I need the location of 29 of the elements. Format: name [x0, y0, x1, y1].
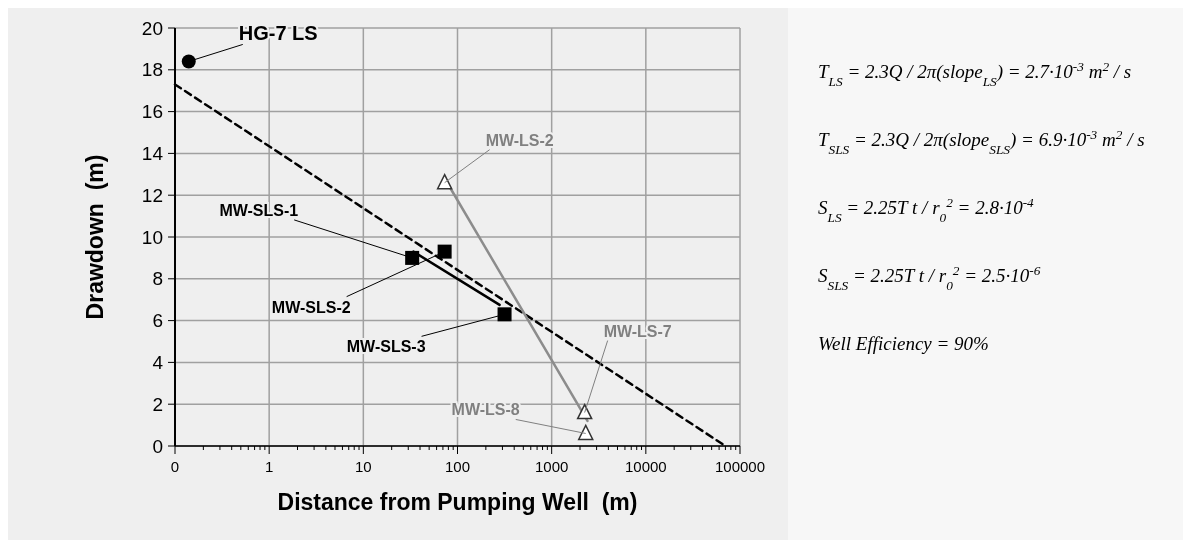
text: S$_{SLS}$ = 2.25T t / r$_{0}$$^{2}$ = 2.5·10$^{-6}$: [818, 262, 1041, 293]
x-tick-label: 0: [170, 458, 180, 475]
y-tick-label: 4: [152, 352, 164, 374]
x-axis-title: Distance from Pumping Well (m): [277, 489, 638, 515]
y-tick-label: 12: [141, 184, 163, 206]
y-tick-label: 16: [141, 101, 163, 123]
y-tick-label: 10: [141, 226, 163, 248]
x-tick-label: 10000: [624, 458, 667, 475]
y-tick-label: 6: [152, 310, 163, 332]
text: T$_{SLS}$ = 2.3Q / 2π(slope$_{SLS}$) = 6.9·10$^{-3}$ m$^{2}$ / s: [818, 126, 1145, 157]
x-tick-label: 1: [264, 458, 274, 475]
y-tick-label: 18: [141, 59, 163, 81]
text: Well Efficiency = 90%: [818, 333, 989, 354]
y-tick-label: 14: [141, 143, 164, 165]
annotation: MW-SLS-1: [219, 201, 299, 219]
annotation: MW-SLS-3: [346, 338, 426, 356]
y-tick-label: 8: [152, 268, 163, 290]
y-tick-label: 2: [152, 393, 163, 415]
y-axis-title: Drawdown (m): [82, 154, 108, 320]
x-tick-label: 1000: [534, 458, 569, 475]
text: S$_{LS}$ = 2.25T t / r$_{0}$$^{2}$ = 2.8·10$^{-4}$: [818, 194, 1035, 225]
x-tick-label: 10: [354, 458, 372, 475]
annotation: HG-7 LS: [238, 22, 318, 45]
x-tick-label: 100: [444, 458, 471, 475]
x-tick-label: 100000: [714, 458, 766, 475]
text: T$_{LS}$ = 2.3Q / 2π(slope$_{LS}$) = 2.7·10$^{-3}$ m$^{2}$ / s: [818, 58, 1132, 89]
y-tick-label: 0: [152, 435, 163, 457]
y-tick-label: 20: [141, 17, 163, 39]
annotation: MW-SLS-2: [271, 298, 351, 316]
